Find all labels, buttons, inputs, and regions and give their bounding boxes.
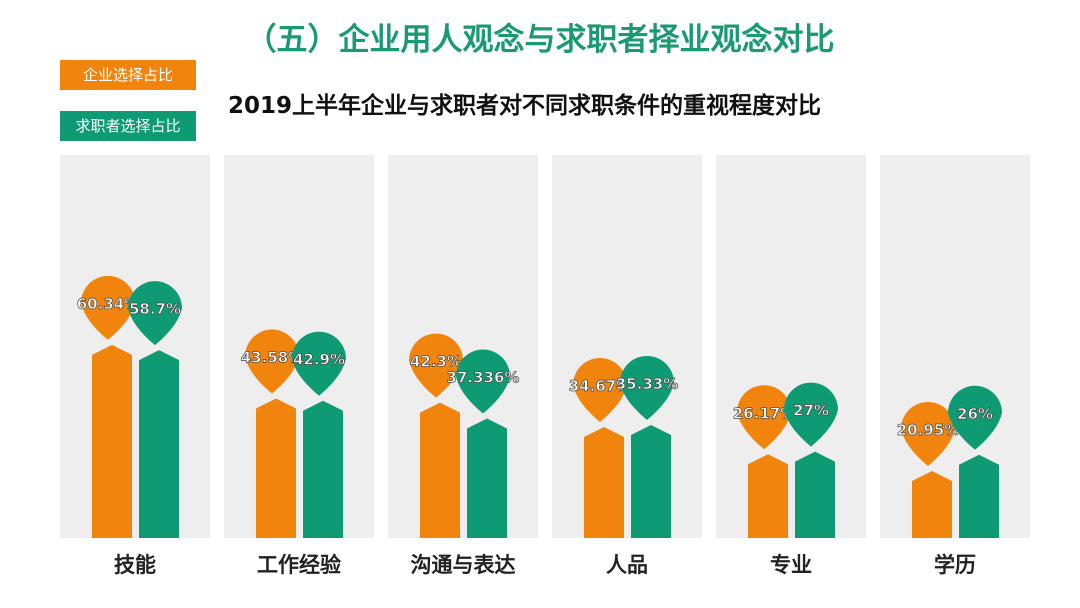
data-label: 34.67%	[569, 377, 631, 395]
legend-seeker: 求职者选择占比	[60, 111, 196, 141]
data-label: 26%	[957, 405, 993, 423]
bar-enterprise	[748, 454, 788, 538]
data-label-bubble	[784, 382, 838, 447]
data-label: 20.95%	[897, 421, 959, 439]
chart-title: 2019上半年企业与求职者对不同求职条件的重视程度对比	[228, 93, 822, 119]
data-label: 35.33%	[616, 375, 678, 393]
data-label-bubble	[737, 385, 791, 450]
bar-enterprise	[92, 344, 132, 538]
data-label-bubble	[292, 331, 346, 396]
bar-seeker	[959, 454, 999, 538]
category-label: 专业	[770, 553, 812, 577]
bar-seeker	[467, 418, 507, 538]
category-panel	[880, 155, 1030, 538]
data-label: 27%	[793, 402, 829, 420]
bar-enterprise	[420, 402, 460, 538]
category-panel	[716, 155, 866, 538]
data-label: 37.336%	[447, 369, 520, 387]
bar-seeker	[795, 451, 835, 538]
data-label: 58.7%	[129, 300, 181, 318]
category-label: 人品	[606, 553, 648, 577]
category-label: 工作经验	[257, 553, 341, 577]
data-label: 43.58%	[241, 349, 303, 367]
bar-seeker	[139, 350, 179, 538]
data-label: 26.17%	[733, 404, 795, 422]
data-label: 42.9%	[293, 351, 345, 369]
data-label: 60.34%	[77, 295, 139, 313]
bar-seeker	[303, 400, 343, 538]
data-label-bubble	[128, 281, 182, 346]
bar-enterprise	[912, 470, 952, 538]
data-label-bubble	[620, 355, 674, 420]
data-label-bubble	[901, 401, 955, 466]
bar-enterprise	[584, 427, 624, 538]
legend-enterprise: 企业选择占比	[60, 60, 196, 90]
data-label-bubble	[456, 349, 510, 414]
data-label: 42.3%	[410, 353, 462, 371]
data-label-bubble	[573, 358, 627, 423]
category-label: 学历	[934, 553, 976, 577]
data-label-bubble	[408, 333, 463, 398]
category-panel	[552, 155, 702, 538]
category-panel	[388, 155, 538, 538]
bar-enterprise	[256, 398, 296, 538]
category-panel	[60, 155, 210, 538]
data-label-bubble	[948, 385, 1002, 450]
category-label: 技能	[114, 553, 156, 577]
section-title: （五）企业用人观念与求职者择业观念对比	[245, 22, 835, 58]
category-label: 沟通与表达	[411, 553, 516, 577]
data-label-bubble	[81, 275, 135, 340]
bar-seeker	[631, 424, 671, 538]
data-label-bubble	[245, 329, 299, 394]
